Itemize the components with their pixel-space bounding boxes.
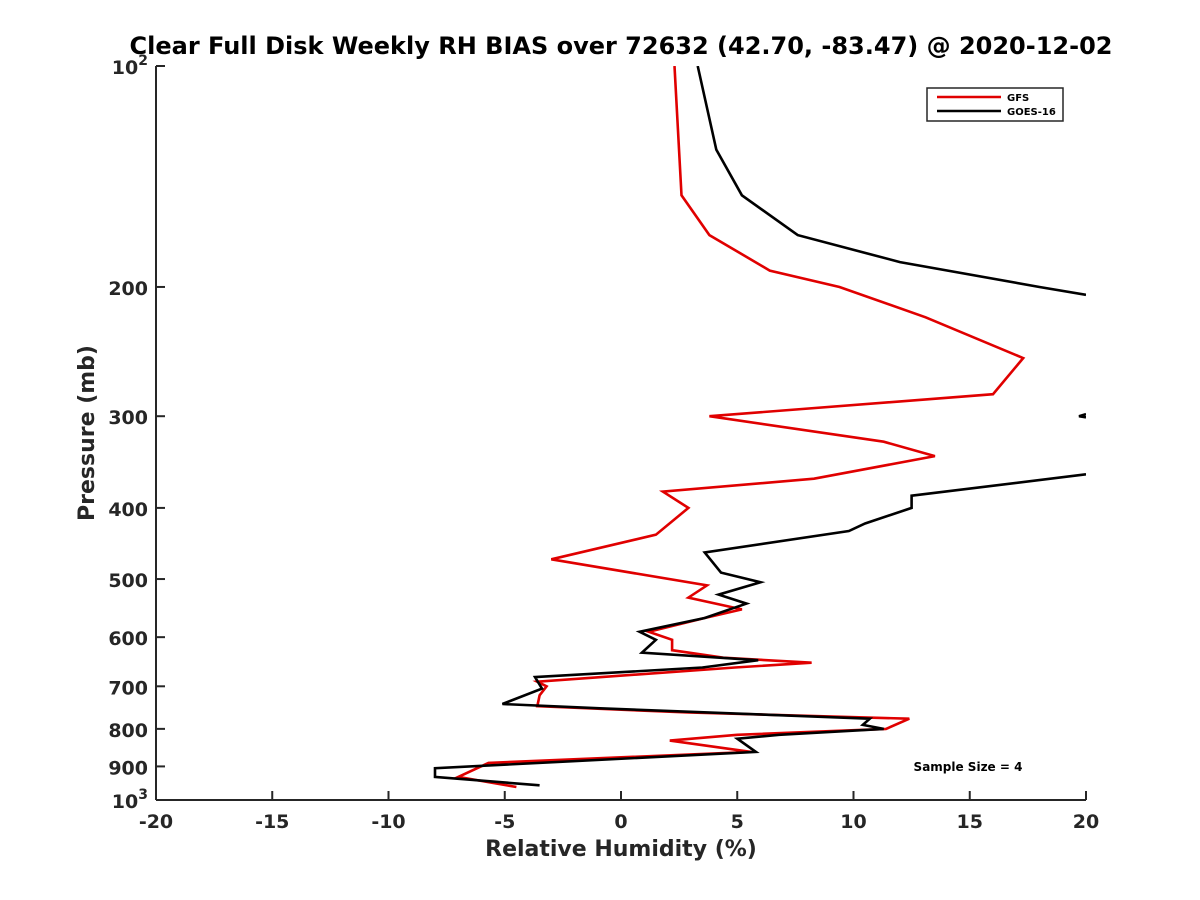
x-tick-label: 5 [731, 811, 744, 833]
y-tick-label: 700 [108, 677, 148, 699]
x-tick-label: -10 [371, 811, 405, 833]
y-tick-label: 300 [108, 407, 148, 429]
x-axis-label: Relative Humidity (%) [485, 837, 757, 862]
series-line-goes-16-segment-1 [696, 66, 1086, 297]
x-tick-label: 10 [840, 811, 866, 833]
x-tick-label: 20 [1073, 811, 1099, 833]
chart-title: Clear Full Disk Weekly RH BIAS over 7263… [130, 32, 1113, 60]
y-tick-label: 400 [108, 499, 148, 521]
y-tick-label: 102 [112, 53, 148, 79]
x-tick-label: -20 [139, 811, 173, 833]
x-tick-label: 15 [957, 811, 983, 833]
y-tick-label: 800 [108, 720, 148, 742]
y-tick-label: 500 [108, 570, 148, 592]
y-tick-label: 600 [108, 628, 148, 650]
axes: -20 -15 -10 -5 0 5 10 15 20 102 200 300 400 500 600 700… [108, 53, 1099, 833]
x-tick-label: 0 [614, 811, 627, 833]
legend: GFS GOES-16 [926, 87, 1064, 122]
sample-size-annotation: Sample Size = 4 [914, 760, 1023, 774]
series-line-goes-16-segment-3 [433, 473, 1086, 787]
plot-area [433, 66, 1086, 789]
legend-label-goes-16: GOES-16 [1007, 107, 1056, 118]
y-tick-label: 900 [108, 757, 148, 779]
series-line-goes-16-segment-2 [1078, 412, 1086, 419]
x-tick-label: -5 [494, 811, 515, 833]
x-tick-label: -15 [255, 811, 289, 833]
y-axis-label: Pressure (mb) [75, 345, 100, 521]
y-tick-label: 200 [108, 278, 148, 300]
y-tick-label: 103 [112, 787, 148, 813]
legend-box [926, 87, 1064, 122]
legend-label-gfs: GFS [1007, 93, 1029, 104]
